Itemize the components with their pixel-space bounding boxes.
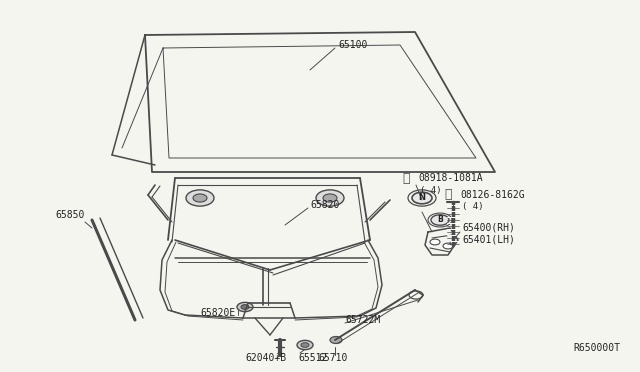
Circle shape	[443, 243, 453, 249]
Text: B: B	[437, 215, 443, 224]
Text: R650000T: R650000T	[574, 343, 621, 353]
Circle shape	[301, 343, 309, 347]
Circle shape	[430, 239, 440, 245]
Text: 65850: 65850	[55, 210, 84, 220]
Text: 65820: 65820	[310, 200, 339, 210]
Text: N: N	[419, 193, 426, 202]
Text: 65820E: 65820E	[200, 308, 236, 318]
Circle shape	[297, 340, 313, 350]
Text: 62040+B: 62040+B	[245, 353, 286, 363]
Text: ( 4): ( 4)	[462, 202, 483, 212]
Text: Ⓑ: Ⓑ	[444, 189, 452, 202]
Text: 65100: 65100	[338, 40, 367, 50]
Circle shape	[412, 192, 432, 204]
Circle shape	[323, 194, 337, 202]
Circle shape	[330, 337, 342, 343]
Circle shape	[316, 190, 344, 206]
Text: 08918-1081A: 08918-1081A	[418, 173, 483, 183]
Text: 65710: 65710	[318, 353, 348, 363]
Circle shape	[241, 305, 249, 310]
Text: 65400(RH): 65400(RH)	[462, 223, 515, 233]
Text: 08126-8162G: 08126-8162G	[460, 190, 525, 200]
Text: ( 4): ( 4)	[420, 186, 442, 195]
Text: Ⓝ: Ⓝ	[403, 171, 410, 185]
Circle shape	[431, 215, 449, 225]
Circle shape	[193, 194, 207, 202]
Circle shape	[186, 190, 214, 206]
Text: 65401(LH): 65401(LH)	[462, 235, 515, 245]
Text: 65512: 65512	[298, 353, 328, 363]
Circle shape	[237, 302, 253, 312]
Text: 65722M: 65722M	[345, 315, 380, 325]
